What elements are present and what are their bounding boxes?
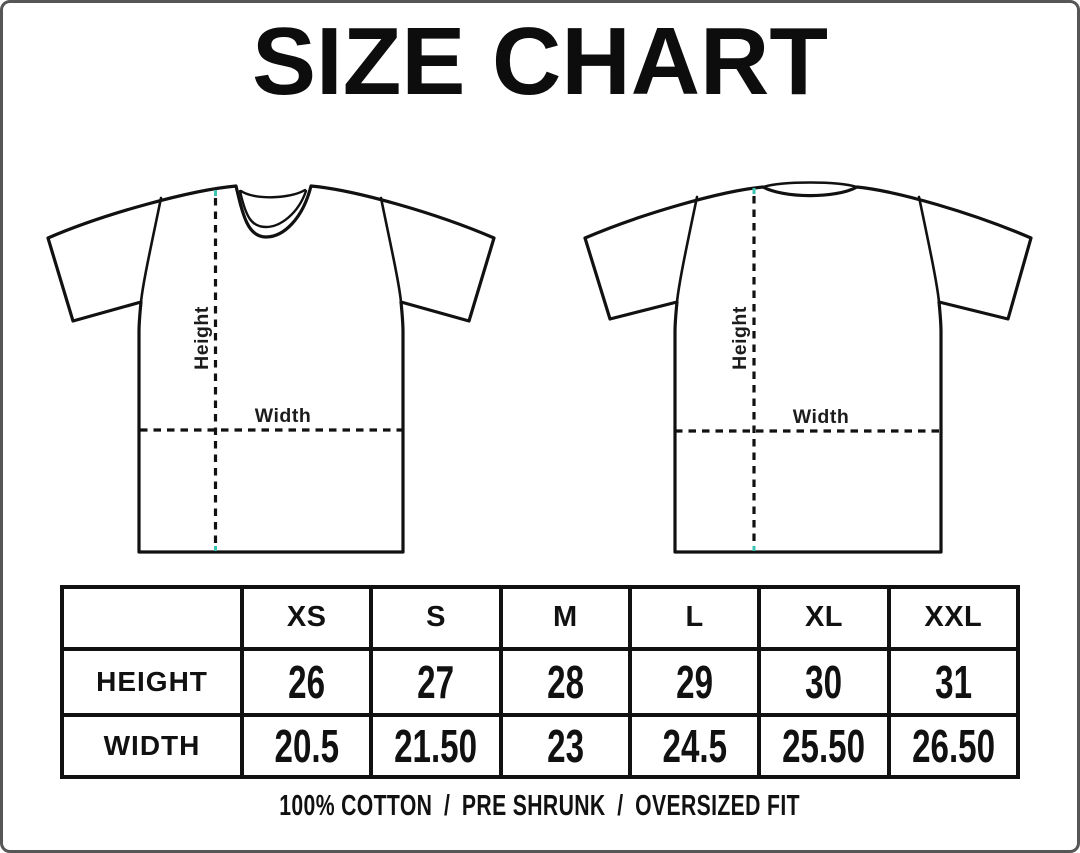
tshirt-front-diagram: Height Width (46, 184, 496, 554)
footer-item: PRE SHRUNK (462, 790, 606, 822)
size-col-header: S (373, 589, 499, 647)
size-value: 31 (934, 655, 972, 708)
width-label: Width (255, 405, 311, 427)
width-label: Width (793, 406, 849, 428)
tshirt-front-sleeve-seam-left (139, 196, 163, 304)
size-value: 26 (288, 655, 326, 708)
size-value-cell: 24.5 (632, 717, 758, 775)
footer-text: 100% COTTON / PRE SHRUNK / OVERSIZED FIT (280, 790, 801, 823)
size-value-cell: 29 (632, 650, 758, 714)
tshirt-front-outline (46, 184, 496, 554)
size-value-cell: 30 (761, 650, 887, 714)
size-row-label: HEIGHT (64, 650, 240, 714)
tshirt-back-sleeve-seam-right (917, 195, 941, 304)
size-col-header: M (502, 589, 628, 647)
size-value-cell: 26 (244, 650, 370, 714)
size-value: 24.5 (662, 720, 727, 773)
size-value-cell: 27 (373, 650, 499, 714)
size-value-cell: 20.5 (244, 717, 370, 775)
size-value-cell: 25.50 (761, 717, 887, 775)
size-value: 25.50 (782, 720, 866, 773)
size-value-cell: 28 (502, 650, 628, 714)
tshirt-back-collar-top-line (761, 181, 859, 189)
height-label: Height (729, 306, 751, 370)
size-value: 29 (676, 655, 714, 708)
footer-separator: / (617, 790, 624, 822)
size-value: 20.5 (274, 720, 339, 773)
size-value-cell: 21.50 (373, 717, 499, 775)
height-label: Height (191, 306, 213, 370)
size-value: 28 (546, 655, 584, 708)
size-value: 30 (805, 655, 843, 708)
size-value-cell: 23 (502, 717, 628, 775)
page-title: SIZE CHART (252, 8, 828, 115)
tshirt-front-back-collar-line (239, 188, 307, 199)
size-value: 23 (546, 720, 584, 773)
tshirt-back-outline (583, 185, 1033, 554)
tshirt-front-sleeve-seam-right (379, 196, 403, 304)
size-col-header: XL (761, 589, 887, 647)
footer-item: OVERSIZED FIT (635, 790, 801, 822)
footer-item: 100% COTTON (279, 790, 433, 822)
footer-separator: / (444, 790, 451, 822)
tshirt-back-diagram: Height Width (583, 181, 1033, 554)
size-table-corner-cell (64, 589, 240, 647)
size-value: 21.50 (394, 720, 478, 773)
size-value-cell: 31 (890, 650, 1016, 714)
tshirt-back-sleeve-seam-left (675, 195, 699, 304)
size-row-label: WIDTH (64, 717, 240, 775)
footer-note: 100% COTTON / PRE SHRUNK / OVERSIZED FIT (0, 790, 1080, 823)
size-table: XS S M L XL XXL HEIGHT 26 27 28 29 30 31… (60, 585, 1020, 779)
size-value: 27 (417, 655, 455, 708)
size-col-header: XXL (890, 589, 1016, 647)
size-col-header: XS (244, 589, 370, 647)
size-value: 26.50 (911, 720, 995, 773)
size-col-header: L (632, 589, 758, 647)
tshirt-front-collar-band (238, 189, 308, 229)
size-value-cell: 26.50 (890, 717, 1016, 775)
